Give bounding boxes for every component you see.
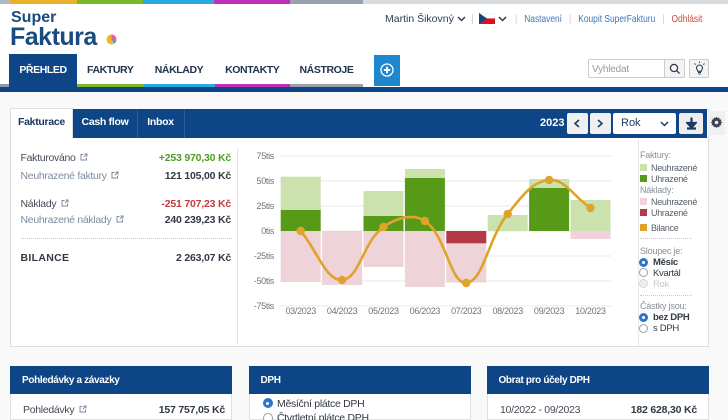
svg-text:-50tis: -50tis <box>254 276 275 286</box>
svg-text:25tis: 25tis <box>256 201 274 211</box>
svg-text:07/2023: 07/2023 <box>451 306 482 316</box>
svg-text:08/2023: 08/2023 <box>492 306 523 316</box>
svg-text:-25tis: -25tis <box>254 251 275 261</box>
svg-text:05/2023: 05/2023 <box>368 306 399 316</box>
svg-text:06/2023: 06/2023 <box>410 306 441 316</box>
svg-text:-75tis: -75tis <box>254 301 275 311</box>
svg-text:0tis: 0tis <box>261 226 275 236</box>
svg-text:04/2023: 04/2023 <box>327 306 358 316</box>
svg-text:09/2023: 09/2023 <box>534 306 565 316</box>
svg-text:03/2023: 03/2023 <box>285 306 316 316</box>
svg-text:75tis: 75tis <box>256 151 274 161</box>
svg-text:10/2023: 10/2023 <box>575 306 606 316</box>
svg-text:50tis: 50tis <box>256 176 274 186</box>
